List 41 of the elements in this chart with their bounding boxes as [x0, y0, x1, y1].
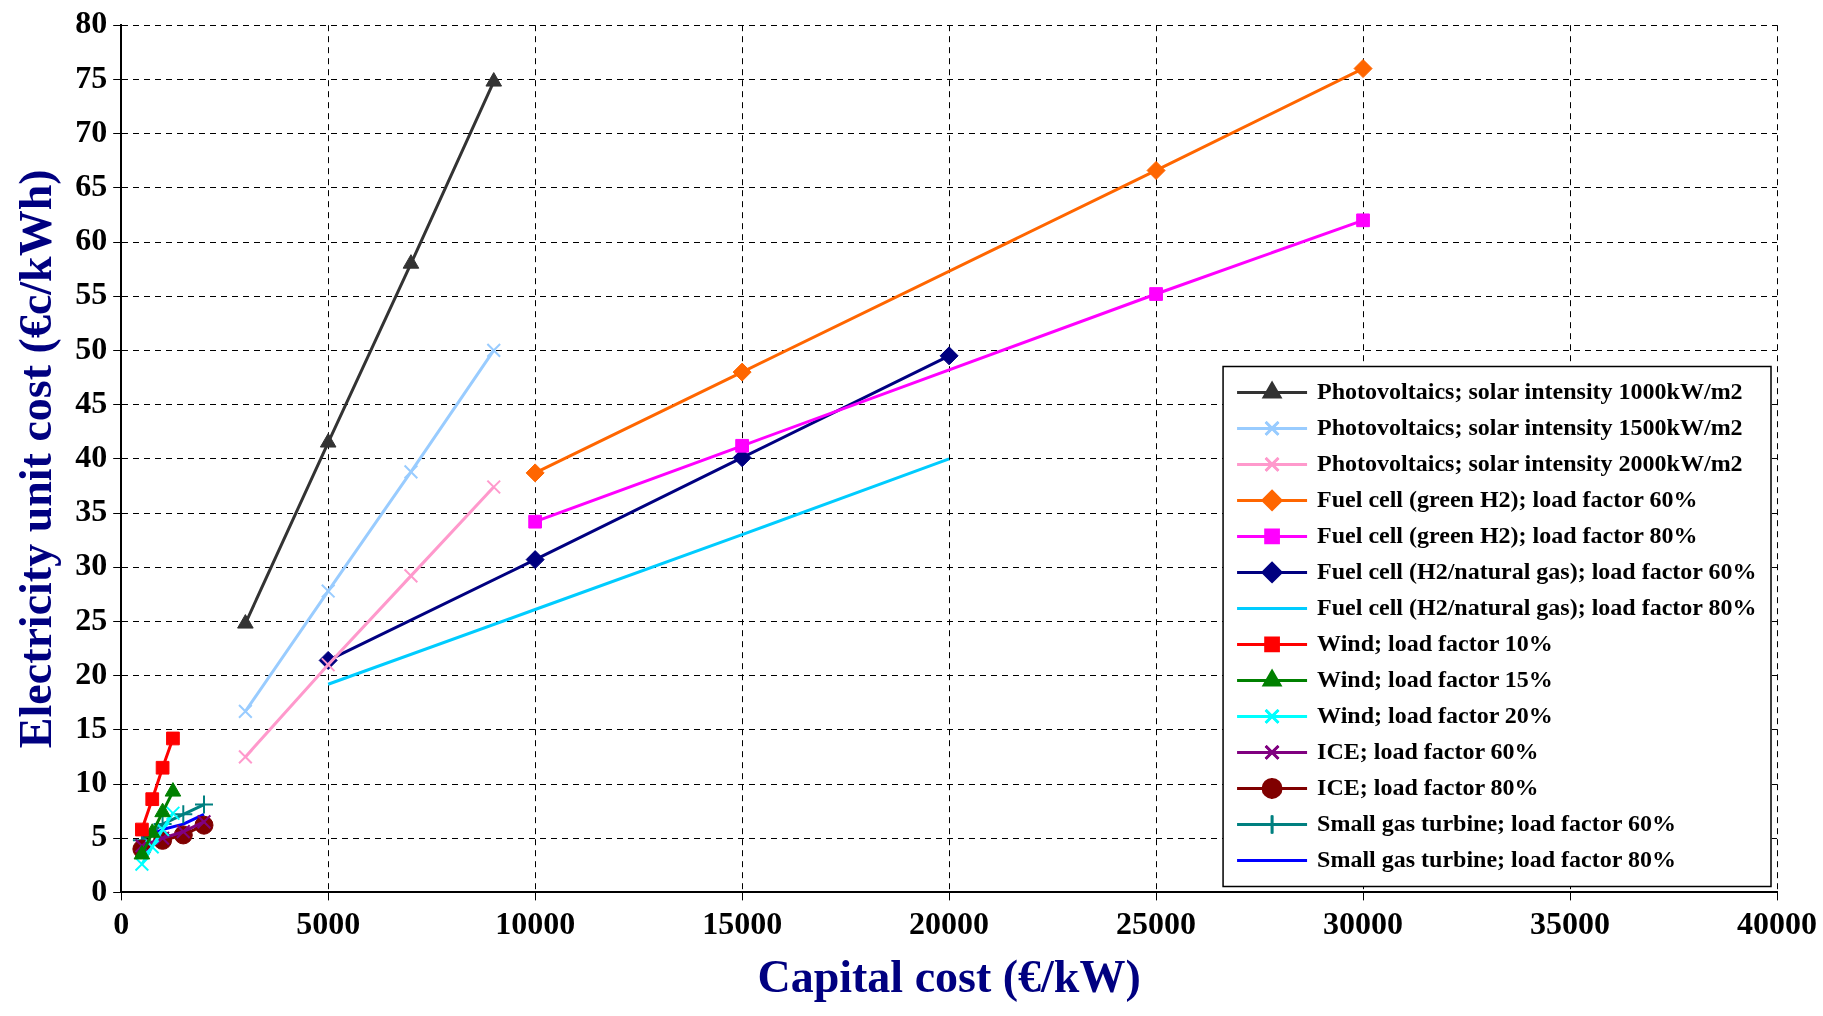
legend-label: Photovoltaics; solar intensity 1000kW/m2 — [1317, 377, 1743, 404]
y-tick-label: 25 — [75, 600, 108, 637]
y-tick-label: 5 — [91, 817, 108, 854]
legend-label: Photovoltaics; solar intensity 2000kW/m2 — [1317, 449, 1743, 476]
x-tick-label: 30000 — [1323, 904, 1404, 941]
y-tick-label: 70 — [75, 112, 108, 149]
y-tick-label: 45 — [75, 383, 108, 420]
legend-label: Wind; load factor 20% — [1317, 701, 1553, 728]
y-tick-label: 15 — [75, 709, 108, 746]
legend-label: ICE; load factor 80% — [1317, 773, 1539, 800]
legend-label: Photovoltaics; solar intensity 1500kW/m2 — [1317, 413, 1743, 440]
y-tick-label: 60 — [75, 221, 108, 258]
y-tick-label: 0 — [91, 871, 108, 908]
legend-label: Fuel cell (green H2); load factor 80% — [1317, 521, 1698, 548]
legend-label: Fuel cell (H2/natural gas); load factor 60% — [1317, 557, 1757, 584]
x-tick-label: 10000 — [495, 904, 576, 941]
y-tick-label: 75 — [75, 58, 108, 95]
x-tick-label: 35000 — [1530, 904, 1611, 941]
legend-label: Fuel cell (H2/natural gas); load factor 80% — [1317, 593, 1757, 620]
y-tick-label: 50 — [75, 329, 108, 366]
legend-label: Small gas turbine; load factor 80% — [1317, 845, 1676, 872]
x-tick-label: 5000 — [296, 904, 361, 941]
y-tick-label: 80 — [75, 4, 108, 41]
y-axis-title: Electricity unit cost (€c/kWh) — [10, 169, 62, 749]
legend-label: Small gas turbine; load factor 60% — [1317, 809, 1676, 836]
y-tick-label: 35 — [75, 492, 108, 529]
legend-label: ICE; load factor 60% — [1317, 737, 1539, 764]
x-tick-label: 20000 — [909, 904, 990, 941]
y-tick-label: 40 — [75, 438, 108, 475]
y-tick-label: 65 — [75, 167, 108, 204]
y-tick-label: 20 — [75, 654, 108, 691]
legend-label: Wind; load factor 15% — [1317, 665, 1553, 692]
y-tick-label: 30 — [75, 546, 108, 583]
legend-label: Wind; load factor 10% — [1317, 629, 1553, 656]
x-tick-label: 40000 — [1737, 904, 1817, 941]
x-tick-label: 15000 — [702, 904, 783, 941]
x-tick-label: 25000 — [1116, 904, 1197, 941]
legend-label: Fuel cell (green H2); load factor 60% — [1317, 485, 1698, 512]
y-tick-label: 55 — [75, 275, 108, 312]
x-axis-title: Capital cost (€/kW) — [757, 951, 1141, 1003]
y-tick-label: 10 — [75, 763, 108, 800]
